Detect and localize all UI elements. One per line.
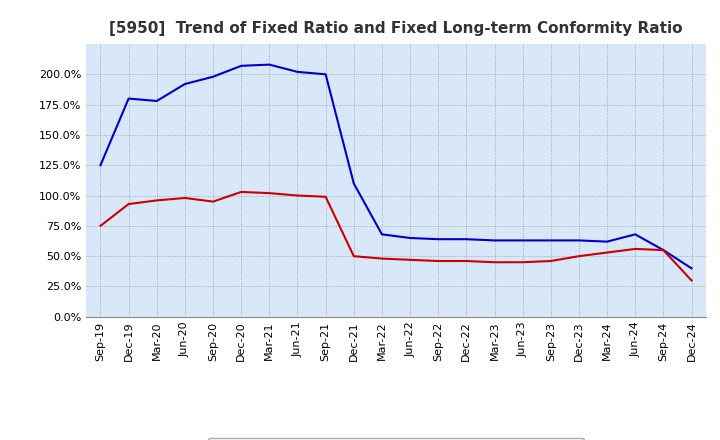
Fixed Long-term Conformity Ratio [631,246,639,252]
Fixed Long-term Conformity Ratio [377,256,386,261]
Fixed Ratio [490,238,499,243]
Fixed Long-term Conformity Ratio [349,253,358,259]
Fixed Long-term Conformity Ratio [321,194,330,199]
Fixed Ratio [631,232,639,237]
Fixed Long-term Conformity Ratio [237,189,246,194]
Title: [5950]  Trend of Fixed Ratio and Fixed Long-term Conformity Ratio: [5950] Trend of Fixed Ratio and Fixed Lo… [109,21,683,36]
Fixed Long-term Conformity Ratio [96,223,105,228]
Fixed Long-term Conformity Ratio [603,250,611,255]
Fixed Long-term Conformity Ratio [406,257,415,262]
Fixed Ratio [153,99,161,104]
Fixed Ratio [209,74,217,79]
Fixed Long-term Conformity Ratio [181,195,189,201]
Fixed Ratio [293,69,302,74]
Fixed Long-term Conformity Ratio [462,258,471,264]
Fixed Long-term Conformity Ratio [293,193,302,198]
Line: Fixed Long-term Conformity Ratio: Fixed Long-term Conformity Ratio [101,192,691,280]
Fixed Ratio [687,266,696,271]
Fixed Long-term Conformity Ratio [209,199,217,204]
Fixed Ratio [603,239,611,244]
Fixed Ratio [575,238,583,243]
Fixed Ratio [321,72,330,77]
Fixed Long-term Conformity Ratio [687,278,696,283]
Line: Fixed Ratio: Fixed Ratio [101,65,691,268]
Fixed Ratio [406,235,415,241]
Fixed Long-term Conformity Ratio [518,260,527,265]
Fixed Ratio [659,247,667,253]
Fixed Ratio [237,63,246,69]
Fixed Ratio [96,163,105,168]
Fixed Long-term Conformity Ratio [434,258,443,264]
Fixed Ratio [462,237,471,242]
Fixed Long-term Conformity Ratio [125,202,133,207]
Fixed Long-term Conformity Ratio [265,191,274,196]
Fixed Long-term Conformity Ratio [546,258,555,264]
Fixed Long-term Conformity Ratio [490,260,499,265]
Legend: Fixed Ratio, Fixed Long-term Conformity Ratio: Fixed Ratio, Fixed Long-term Conformity … [208,438,584,440]
Fixed Ratio [265,62,274,67]
Fixed Long-term Conformity Ratio [575,253,583,259]
Fixed Long-term Conformity Ratio [153,198,161,203]
Fixed Ratio [434,237,443,242]
Fixed Ratio [125,96,133,101]
Fixed Long-term Conformity Ratio [659,247,667,253]
Fixed Ratio [349,181,358,186]
Fixed Ratio [181,81,189,87]
Fixed Ratio [377,232,386,237]
Fixed Ratio [546,238,555,243]
Fixed Ratio [518,238,527,243]
